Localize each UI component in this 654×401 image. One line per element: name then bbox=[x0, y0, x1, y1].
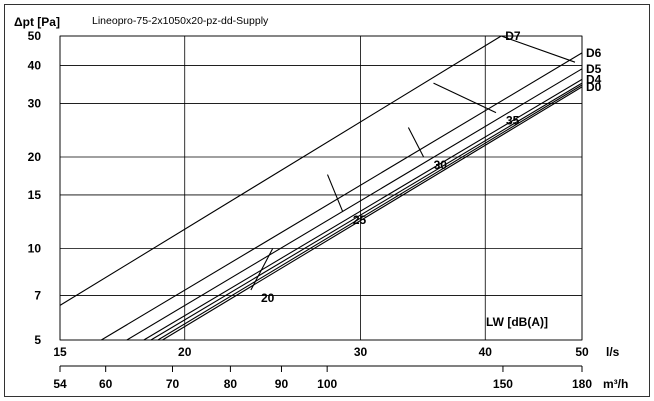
x2-axis-label: m³/h bbox=[603, 377, 628, 391]
y-tick-label: 15 bbox=[28, 188, 42, 202]
x-tick-label: 40 bbox=[479, 345, 493, 359]
noise-line bbox=[433, 82, 497, 114]
plot-area bbox=[59, 35, 583, 341]
noise-level-label: 20 bbox=[261, 291, 275, 305]
series-line-unnamed-4 bbox=[150, 82, 583, 341]
chart-labels: 15 20 30 40 50 5 7 10 15 20 30 40 50 54 60 70 80 90 100 150… bbox=[28, 29, 602, 391]
series-line-d4 bbox=[143, 78, 583, 341]
noise-level-label: 30 bbox=[434, 158, 448, 172]
noise-level-label: 25 bbox=[353, 213, 367, 227]
series-line-d0 bbox=[162, 86, 583, 341]
x2-tick-label: 80 bbox=[224, 377, 238, 391]
series-label: D0 bbox=[586, 80, 602, 94]
y-tick-label: 40 bbox=[28, 58, 42, 72]
y-tick-label: 20 bbox=[28, 150, 42, 164]
y-tick-label: 50 bbox=[28, 29, 42, 43]
noise-axis-label: LW [dB(A)] bbox=[486, 315, 548, 329]
noise-line bbox=[501, 35, 576, 63]
noise-level-label: 35 bbox=[506, 114, 520, 128]
x-tick-label: 15 bbox=[53, 345, 67, 359]
x-tick-label: 20 bbox=[178, 345, 192, 359]
series-line-d6 bbox=[101, 52, 583, 341]
x2-tick-label: 70 bbox=[166, 377, 180, 391]
chart-title: Lineopro-75-2x1050x20-pz-dd-Supply bbox=[92, 15, 269, 27]
series-line-d5 bbox=[126, 68, 583, 341]
x2-tick-label: 100 bbox=[317, 377, 337, 391]
damper-curves bbox=[59, 35, 583, 341]
series-label: D4 bbox=[586, 72, 602, 86]
grid-lines bbox=[59, 35, 583, 372]
x2-tick-label: 60 bbox=[99, 377, 113, 391]
y-tick-label: 5 bbox=[34, 333, 41, 347]
y-tick-label: 10 bbox=[28, 241, 42, 255]
noise-line bbox=[407, 127, 425, 158]
series-line-d7 bbox=[59, 35, 502, 306]
x2-tick-label: 180 bbox=[572, 377, 592, 391]
x2-tick-label: 90 bbox=[275, 377, 289, 391]
x2-tick-label: 150 bbox=[493, 377, 513, 391]
y-tick-label: 30 bbox=[28, 96, 42, 110]
series-label: D6 bbox=[586, 46, 602, 60]
x-axis-label: l/s bbox=[606, 345, 620, 359]
y-axis-label: Δpt [Pa] bbox=[14, 15, 60, 29]
noise-line bbox=[326, 174, 344, 213]
series-line-unnamed-5 bbox=[157, 84, 583, 341]
x2-tick-label: 54 bbox=[53, 377, 67, 391]
x-tick-label: 30 bbox=[354, 345, 368, 359]
series-label: D7 bbox=[505, 29, 521, 43]
x-tick-label: 50 bbox=[575, 345, 589, 359]
chart-frame bbox=[4, 4, 650, 397]
series-label: D5 bbox=[586, 62, 602, 76]
y-tick-label: 7 bbox=[34, 289, 41, 303]
